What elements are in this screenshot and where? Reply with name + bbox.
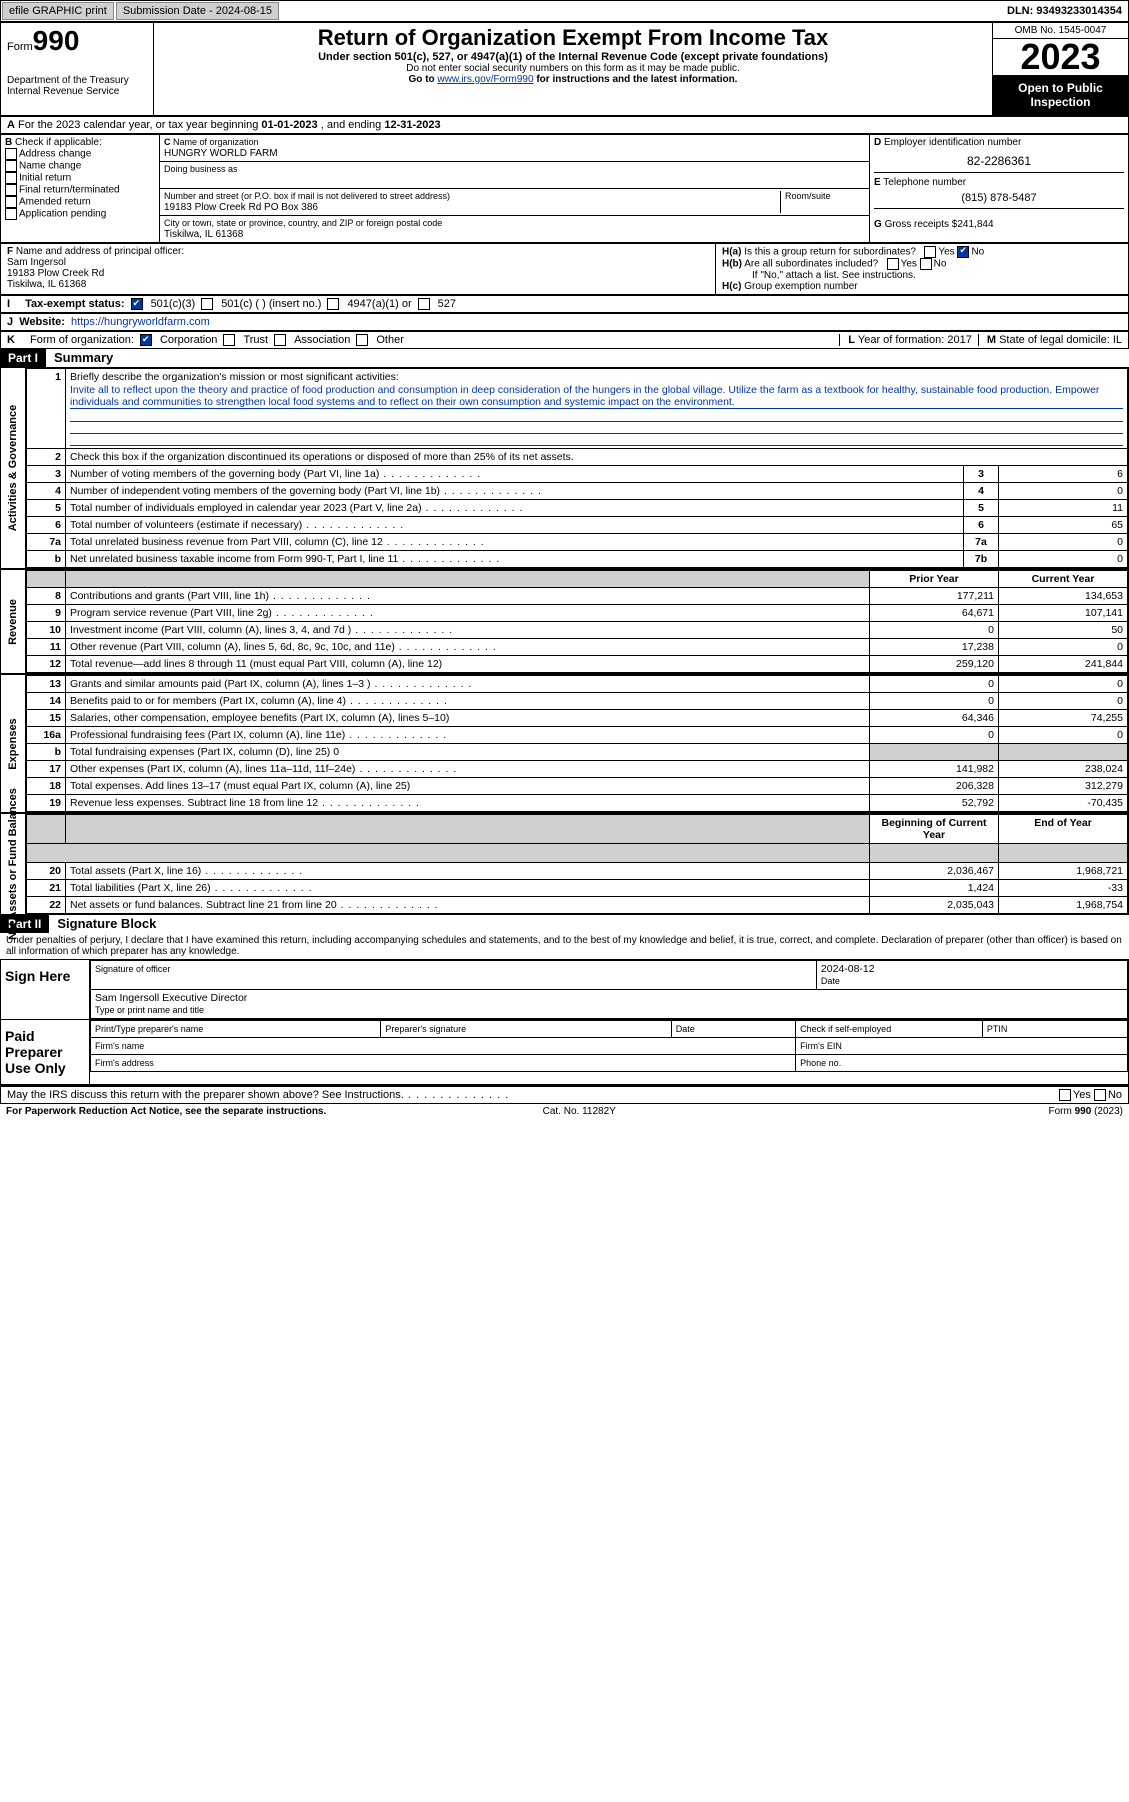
chk-corp[interactable] [140,334,152,346]
block-fh: F Name and address of principal officer:… [0,243,1129,295]
block-bcdeg: B Check if applicable: Address change Na… [0,134,1129,243]
box-h: H(a) Is this a group return for subordin… [716,244,1128,294]
box-b: B Check if applicable: Address change Na… [1,135,160,242]
section-revenue: Revenue Prior YearCurrent Year 8Contribu… [0,569,1129,674]
row-k: K Form of organization: Corporation Trus… [0,331,1129,349]
chk-discuss-no[interactable] [1094,1089,1106,1101]
form-subtitle: Under section 501(c), 527, or 4947(a)(1)… [160,51,986,63]
chk-527[interactable] [418,298,430,310]
part-1-header: Part ISummary [0,349,1129,367]
chk-other[interactable] [356,334,368,346]
signature-block: Sign Here Signature of officer2024-08-12… [0,959,1129,1086]
section-governance: Activities & Governance 1 Briefly descri… [0,367,1129,569]
chk-discuss-yes[interactable] [1059,1089,1071,1101]
side-governance: Activities & Governance [7,405,19,532]
perjury-text: Under penalties of perjury, I declare th… [0,933,1129,959]
irs-link[interactable]: www.irs.gov/Form990 [437,74,533,85]
submission-date-button[interactable]: Submission Date - 2024-08-15 [116,2,279,20]
chk-address[interactable] [5,148,17,160]
paid-preparer-label: Paid Preparer Use Only [1,1020,90,1084]
website-link[interactable]: https://hungryworldfarm.com [71,316,210,328]
chk-amended[interactable] [5,196,17,208]
tax-year: 2023 [993,39,1128,75]
side-expenses: Expenses [7,718,19,769]
chk-501c[interactable] [201,298,213,310]
section-expenses: Expenses 13Grants and similar amounts pa… [0,674,1129,813]
top-bar: efile GRAPHIC print Submission Date - 20… [0,0,1129,22]
dln-text: DLN: 93493233014354 [1001,3,1128,19]
goto-line: Go to www.irs.gov/Form990 for instructio… [160,74,986,85]
irs-discuss-row: May the IRS discuss this return with the… [0,1086,1129,1104]
chk-hb-yes[interactable] [887,258,899,270]
sign-here-label: Sign Here [1,960,90,1019]
mission-text: Invite all to reflect upon the theory an… [70,384,1123,409]
chk-ha-no[interactable] [957,246,969,258]
chk-name[interactable] [5,160,17,172]
chk-initial[interactable] [5,172,17,184]
dept-treasury: Department of the Treasury [7,75,147,86]
open-inspection: Open to Public Inspection [993,75,1128,115]
chk-501c3[interactable] [131,298,143,310]
chk-hb-no[interactable] [920,258,932,270]
part-2-header: Part IISignature Block [0,915,1129,933]
ssn-warning: Do not enter social security numbers on … [160,63,986,74]
chk-ha-yes[interactable] [924,246,936,258]
side-revenue: Revenue [7,599,19,645]
side-netassets: Net Assets or Fund Balances [7,788,19,940]
chk-4947[interactable] [327,298,339,310]
row-a: A For the 2023 calendar year, or tax yea… [0,116,1129,134]
chk-trust[interactable] [223,334,235,346]
box-f: F Name and address of principal officer:… [1,244,716,294]
box-c: C Name of organizationHUNGRY WORLD FARM … [160,135,870,242]
row-j: J Website: https://hungryworldfarm.com [0,313,1129,331]
irs-text: Internal Revenue Service [7,86,147,97]
box-deg: D Employer identification number82-22863… [870,135,1128,242]
form-title: Return of Organization Exempt From Incom… [160,25,986,51]
chk-pending[interactable] [5,208,17,220]
page-footer: For Paperwork Reduction Act Notice, see … [0,1104,1129,1119]
row-i: I Tax-exempt status: 501(c)(3) 501(c) ( … [0,295,1129,313]
section-netassets: Net Assets or Fund Balances Beginning of… [0,813,1129,915]
chk-assoc[interactable] [274,334,286,346]
chk-final[interactable] [5,184,17,196]
efile-print-button[interactable]: efile GRAPHIC print [2,2,114,20]
form-header: Form990 Department of the Treasury Inter… [0,22,1129,116]
form-number: Form990 [7,25,147,57]
